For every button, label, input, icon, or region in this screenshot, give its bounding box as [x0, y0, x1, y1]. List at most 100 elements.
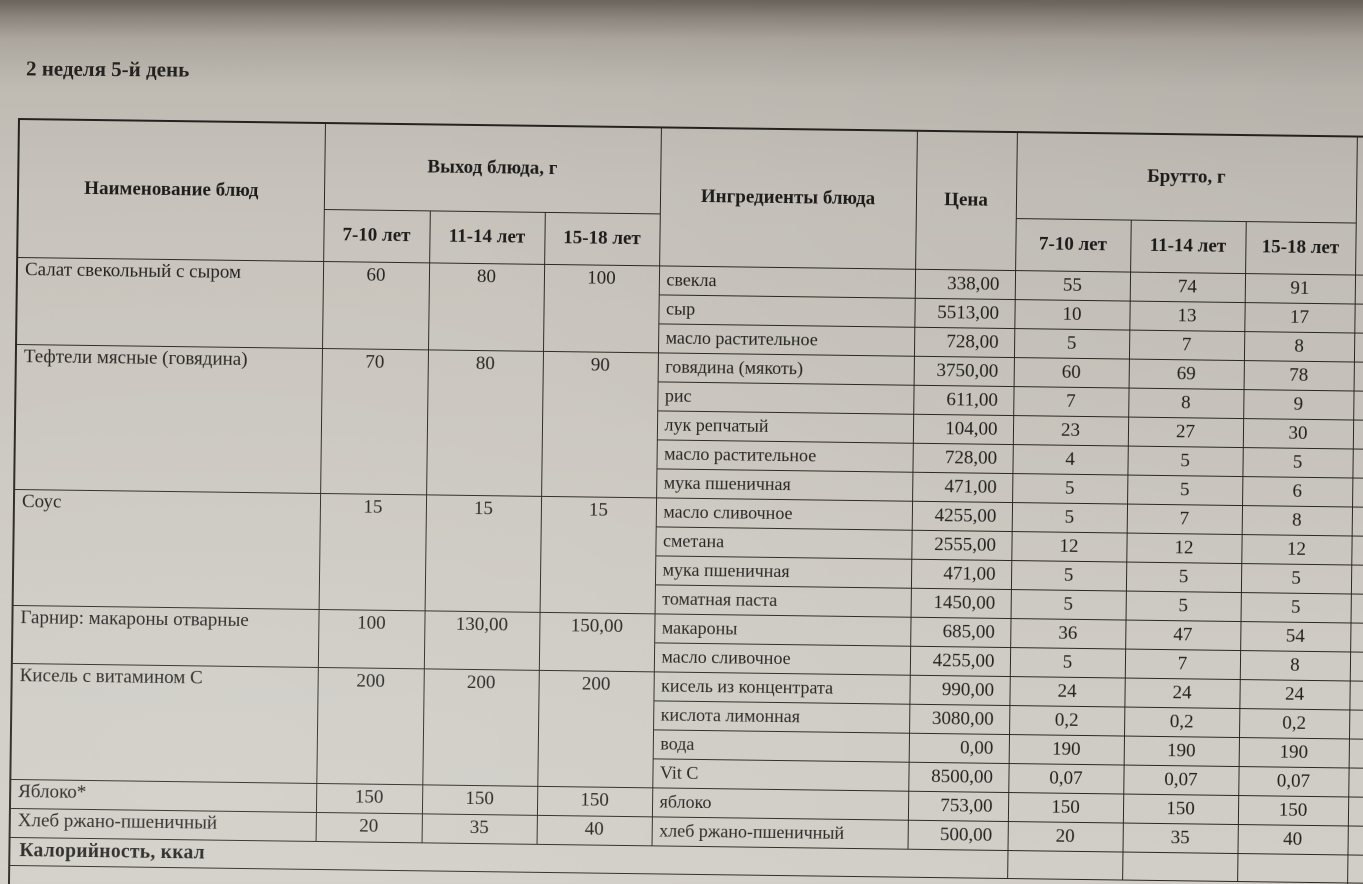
- price-cell: 3080,00: [909, 703, 1010, 735]
- price-cell: 8500,00: [908, 761, 1009, 793]
- ingredient-name-cell: масло сливочное: [653, 642, 911, 675]
- gross-value-cell-1: 36: [1010, 618, 1126, 649]
- gross-age-header-3: 15-18 лет: [1245, 221, 1356, 275]
- gross-value-cell-2: 8: [1128, 387, 1244, 419]
- price-cell: 500,00: [907, 819, 1008, 851]
- output-value-cell-1: 60: [322, 261, 430, 350]
- calories-gross-cell-2: [1122, 851, 1238, 882]
- gross-value-cell-2: 27: [1127, 416, 1244, 448]
- dish-name-cell: Соус: [12, 488, 321, 609]
- gross-value-cell-1: 5: [1012, 473, 1128, 504]
- output-value-cell-1: 100: [317, 608, 425, 669]
- output-value-cell-3: 200: [537, 669, 654, 788]
- price-cell: 338,00: [914, 268, 1016, 300]
- price-cell: 753,00: [907, 790, 1009, 822]
- dish-name-cell: Салат свекольный с сыром: [16, 257, 324, 348]
- edge-cell: [1350, 564, 1363, 595]
- ingredient-name-cell: сыр: [658, 294, 915, 327]
- header-row-top: Наименование блюд Выход блюда, г Ингреди…: [17, 119, 1363, 276]
- output-value-cell-3: 150: [536, 785, 653, 817]
- output-value-cell-1: 15: [318, 492, 427, 611]
- price-cell: 104,00: [912, 413, 1014, 445]
- gross-value-cell-3: 78: [1243, 360, 1354, 391]
- price-cell: 2555,00: [911, 529, 1012, 561]
- ingredient-name-cell: хлеб ржано-пшеничный: [651, 816, 908, 849]
- gross-value-cell-1: 10: [1014, 299, 1130, 330]
- price-cell: 685,00: [910, 616, 1011, 648]
- ingredient-name-cell: свекла: [658, 265, 916, 298]
- col-header-dish-name: Наименование блюд: [17, 119, 325, 262]
- gross-value-cell-3: 8: [1239, 650, 1351, 681]
- ingredient-name-cell: рис: [657, 381, 914, 414]
- ingredient-name-cell: лук репчатый: [656, 410, 914, 443]
- edge-cell: [1350, 593, 1363, 624]
- ingredient-name-cell: мука пшеничная: [656, 468, 913, 501]
- price-cell: 4255,00: [911, 500, 1013, 532]
- ingredient-name-cell: томатная паста: [654, 584, 911, 617]
- edge-cell: [1353, 361, 1363, 392]
- price-cell: 471,00: [912, 471, 1013, 503]
- edge-cell: [1350, 622, 1363, 653]
- output-value-cell-3: 40: [536, 814, 652, 846]
- gross-value-cell-1: 20: [1007, 821, 1123, 852]
- output-value-cell-2: 15: [424, 494, 542, 612]
- gross-value-cell-3: 40: [1237, 824, 1348, 855]
- gross-value-cell-2: 35: [1122, 822, 1238, 854]
- gross-value-cell-3: 91: [1244, 273, 1356, 304]
- gross-value-cell-1: 150: [1007, 792, 1124, 823]
- ingredient-name-cell: Vit C: [652, 758, 909, 791]
- gross-value-cell-3: 24: [1239, 679, 1350, 710]
- gross-value-cell-1: 60: [1013, 357, 1129, 388]
- output-value-cell-3: 100: [542, 263, 660, 353]
- price-cell: 3750,00: [913, 355, 1014, 387]
- dish-name-cell: Гарнир: макароны отварные: [11, 604, 319, 667]
- gross-value-cell-3: 30: [1242, 418, 1354, 449]
- output-value-cell-3: 90: [541, 350, 659, 498]
- output-value-cell-1: 150: [315, 782, 423, 814]
- gross-value-cell-1: 190: [1008, 734, 1125, 765]
- gross-value-cell-1: 5: [1010, 589, 1126, 620]
- dish-name-cell: Кисель с витамином С: [10, 662, 318, 783]
- gross-value-cell-2: 13: [1129, 300, 1245, 332]
- ingredient-name-cell: яблоко: [651, 787, 909, 820]
- gross-value-cell-1: 0,2: [1009, 705, 1125, 736]
- col-header-price: Цена: [915, 130, 1017, 271]
- gross-value-cell-2: 24: [1124, 677, 1240, 709]
- edge-cell: [1352, 448, 1363, 479]
- edge-cell: [1352, 419, 1363, 450]
- gross-value-cell-2: 7: [1128, 329, 1245, 361]
- gross-value-cell-3: 8: [1243, 331, 1355, 362]
- gross-value-cell-1: 5: [1009, 647, 1126, 678]
- edge-cell: [1347, 825, 1363, 856]
- output-value-cell-2: 150: [421, 784, 538, 815]
- gross-value-cell-2: 150: [1122, 793, 1239, 825]
- output-value-cell-2: 200: [422, 668, 539, 786]
- ingredient-name-cell: мука пшеничная: [654, 555, 912, 588]
- output-age-header-2: 11-14 лет: [429, 210, 545, 264]
- output-value-cell-1: 200: [316, 666, 424, 785]
- ingredient-name-cell: кисель из концентрата: [653, 671, 910, 704]
- edge-cell: [1351, 535, 1363, 566]
- ingredient-name-cell: кислота лимонная: [653, 700, 910, 733]
- gross-value-cell-2: 5: [1127, 445, 1243, 477]
- gross-value-cell-2: 5: [1125, 590, 1241, 622]
- output-age-header-3: 15-18 лет: [544, 211, 660, 266]
- price-cell: 1450,00: [910, 587, 1011, 619]
- ingredient-name-cell: сметана: [655, 526, 912, 559]
- gross-value-cell-3: 17: [1244, 302, 1355, 333]
- price-cell: 611,00: [913, 384, 1014, 416]
- edge-cell: [1354, 274, 1363, 305]
- output-value-cell-2: 35: [421, 813, 537, 844]
- dishes-tbody: Салат свекольный с сыром 60 80 100 свекла 338…: [9, 257, 1363, 856]
- gross-value-cell-1: 5: [1011, 502, 1128, 533]
- gross-age-header-1: 7-10 лет: [1015, 218, 1131, 272]
- edge-cell: [1352, 477, 1363, 508]
- gross-value-cell-2: 5: [1127, 474, 1243, 506]
- menu-table-wrap: Наименование блюд Выход блюда, г Ингреди…: [7, 118, 1363, 884]
- price-cell: 728,00: [913, 326, 1015, 358]
- gross-value-cell-2: 69: [1128, 358, 1244, 390]
- gross-value-cell-1: 0,07: [1008, 763, 1124, 794]
- output-value-cell-1: 20: [315, 811, 422, 843]
- gross-value-cell-3: 0,2: [1239, 708, 1350, 739]
